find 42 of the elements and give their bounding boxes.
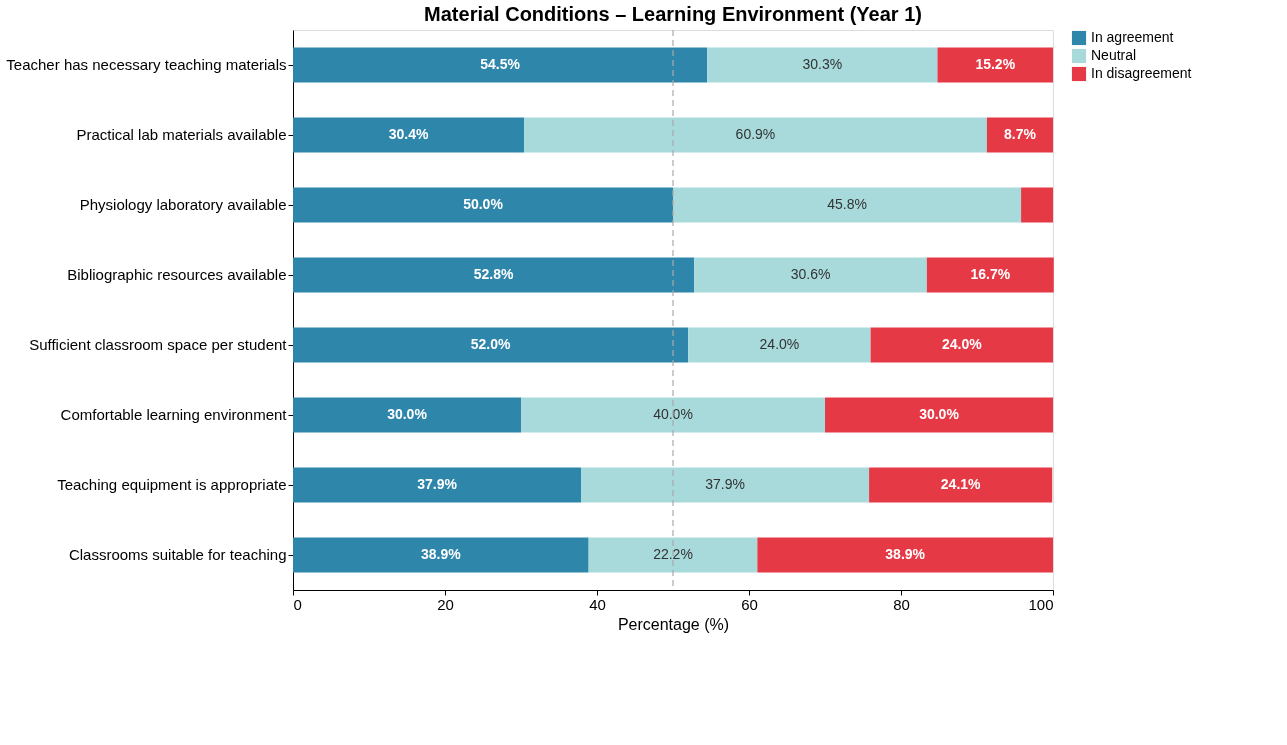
y-tick-label: Comfortable learning environment: [60, 406, 288, 423]
y-tick-label: Bibliographic resources available: [67, 266, 287, 283]
x-tick-label: 100: [1028, 595, 1054, 613]
y-tick-label: Sufficient classroom space per student: [29, 336, 288, 353]
legend-label: In disagreement: [1091, 65, 1192, 81]
y-tick-label: Teaching equipment is appropriate: [57, 476, 287, 493]
data-label: 38.9%: [420, 546, 462, 562]
x-tick-label: 20: [437, 595, 454, 613]
data-label: 30.6%: [790, 266, 831, 282]
data-label: 22.2%: [653, 546, 693, 562]
x-tick-label: 0: [293, 595, 302, 613]
data-label: 38.9%: [885, 546, 926, 562]
data-label: 30.0%: [919, 406, 960, 422]
data-label: 54.5%: [480, 56, 521, 72]
data-label: 50.0%: [463, 196, 504, 212]
legend-label: Neutral: [1091, 47, 1137, 63]
y-tick-label: Classrooms suitable for teaching: [68, 546, 287, 563]
y-tick-label: Physiology laboratory available: [79, 196, 287, 213]
data-label: 60.9%: [735, 126, 776, 142]
data-label: 30.3%: [802, 56, 843, 72]
x-tick-label: 60: [741, 595, 758, 613]
data-label: 16.7%: [970, 266, 1011, 282]
y-tick-label: Practical lab materials available: [76, 126, 287, 143]
data-label: 52.8%: [473, 266, 515, 282]
data-label: 52.0%: [470, 336, 511, 352]
data-label: 24.0%: [941, 336, 983, 352]
data-label: 37.9%: [705, 476, 745, 492]
legend-label: In agreement: [1091, 29, 1174, 45]
data-label: 24.0%: [759, 336, 800, 352]
data-label: 30.0%: [387, 406, 428, 422]
data-label: 37.9%: [417, 476, 458, 492]
x-axis-title: Percentage (%): [617, 615, 730, 633]
y-tick-label: Teacher has necessary teaching materials: [6, 56, 287, 73]
chart-title: Material Conditions – Learning Environment (Year 1): [424, 3, 922, 26]
data-label: 8.7%: [1003, 126, 1037, 142]
x-tick-label: 80: [893, 595, 910, 613]
data-label: 30.4%: [388, 126, 429, 142]
data-label: 40.0%: [653, 406, 693, 422]
data-label: 15.2%: [975, 56, 1016, 72]
x-tick-label: 40: [589, 595, 606, 613]
data-label: 24.1%: [940, 476, 982, 492]
data-label: 45.8%: [827, 196, 867, 212]
